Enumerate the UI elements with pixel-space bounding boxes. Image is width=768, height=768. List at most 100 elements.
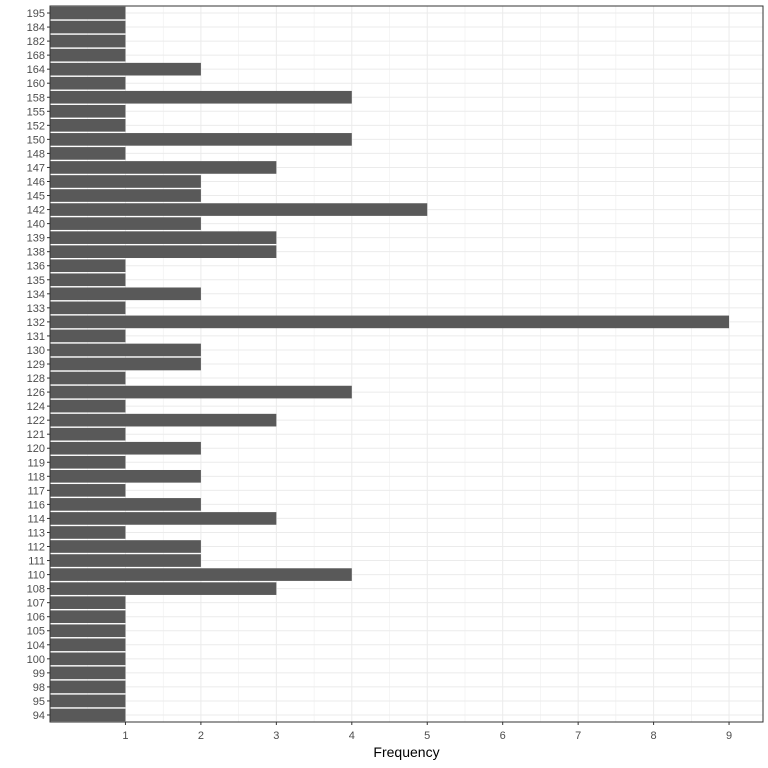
bar-107 xyxy=(50,596,126,609)
y-tick-label-128: 128 xyxy=(27,373,45,385)
x-tick-label-8: 8 xyxy=(651,730,657,742)
y-tick-label-108: 108 xyxy=(27,584,45,596)
bar-114 xyxy=(50,512,277,525)
bar-148 xyxy=(50,147,126,160)
y-tick-label-126: 126 xyxy=(27,387,45,399)
bar-112 xyxy=(50,540,201,553)
y-tick-label-113: 113 xyxy=(27,527,45,539)
y-tick-label-118: 118 xyxy=(27,471,45,483)
y-tick-label-119: 119 xyxy=(27,457,45,469)
y-tick-label-184: 184 xyxy=(27,22,45,34)
bar-105 xyxy=(50,624,126,638)
y-tick-label-146: 146 xyxy=(27,176,45,188)
bar-133 xyxy=(50,301,126,315)
y-tick-label-132: 132 xyxy=(27,317,45,329)
bar-195 xyxy=(50,6,126,20)
bar-132 xyxy=(50,315,730,329)
bar-104 xyxy=(50,638,126,652)
y-tick-label-122: 122 xyxy=(27,415,45,427)
bar-160 xyxy=(50,76,126,90)
y-tick-label-98: 98 xyxy=(33,682,45,694)
bar-119 xyxy=(50,455,126,469)
y-tick-label-114: 114 xyxy=(27,513,45,525)
y-tick-label-121: 121 xyxy=(27,429,45,441)
bar-129 xyxy=(50,357,201,371)
bar-138 xyxy=(50,245,277,259)
y-tick-label-142: 142 xyxy=(27,205,45,217)
y-tick-label-155: 155 xyxy=(27,106,45,118)
y-tick-label-148: 148 xyxy=(27,148,45,160)
bar-158 xyxy=(50,90,352,104)
bar-164 xyxy=(50,62,201,76)
x-tick-label-7: 7 xyxy=(575,730,581,742)
bar-152 xyxy=(50,119,126,132)
x-tick-label-1: 1 xyxy=(122,730,128,742)
y-tick-label-105: 105 xyxy=(27,626,45,638)
y-tick-label-111: 111 xyxy=(28,556,45,568)
bar-150 xyxy=(50,133,352,146)
bar-130 xyxy=(50,343,201,357)
y-tick-label-104: 104 xyxy=(27,640,45,652)
y-tick-label-182: 182 xyxy=(27,36,45,48)
y-tick-label-120: 120 xyxy=(27,443,45,455)
y-tick-labels: 94 95 98 99 100 104 105 106 107 108 110 111 112 113 11… xyxy=(27,8,50,722)
bars xyxy=(50,6,730,722)
y-tick-label-100: 100 xyxy=(27,654,45,666)
bar-116 xyxy=(50,498,201,511)
y-tick-label-134: 134 xyxy=(27,289,45,301)
x-tick-label-2: 2 xyxy=(198,730,204,742)
y-tick-label-99: 99 xyxy=(33,668,45,680)
y-tick-label-131: 131 xyxy=(27,331,45,343)
y-tick-label-95: 95 xyxy=(33,696,45,708)
bar-120 xyxy=(50,441,201,455)
y-tick-label-135: 135 xyxy=(27,275,45,287)
y-tick-label-106: 106 xyxy=(27,612,45,624)
bar-131 xyxy=(50,329,126,343)
y-tick-label-112: 112 xyxy=(27,542,45,554)
y-tick-label-116: 116 xyxy=(27,499,45,511)
bar-122 xyxy=(50,413,277,427)
y-tick-label-160: 160 xyxy=(27,78,45,90)
y-tick-label-168: 168 xyxy=(27,50,45,62)
bar-136 xyxy=(50,259,126,273)
y-tick-label-195: 195 xyxy=(27,8,45,20)
x-tick-label-5: 5 xyxy=(424,730,430,742)
bar-121 xyxy=(50,427,126,441)
bar-135 xyxy=(50,273,126,287)
x-tick-labels: 1 2 3 4 5 6 7 8 9 xyxy=(122,722,732,742)
y-tick-label-117: 117 xyxy=(27,485,45,497)
bar-98 xyxy=(50,680,126,694)
y-tick-label-140: 140 xyxy=(27,219,45,231)
bar-94 xyxy=(50,708,126,722)
x-tick-label-3: 3 xyxy=(273,730,279,742)
bar-140 xyxy=(50,217,201,230)
y-tick-label-107: 107 xyxy=(27,598,45,610)
bar-134 xyxy=(50,287,201,301)
panel-border xyxy=(49,5,764,723)
bar-113 xyxy=(50,526,126,539)
y-tick-label-158: 158 xyxy=(27,92,45,104)
bar-108 xyxy=(50,582,277,595)
bar-110 xyxy=(50,568,352,581)
y-tick-label-147: 147 xyxy=(27,162,45,174)
bar-142 xyxy=(50,203,428,216)
bar-111 xyxy=(50,554,201,567)
bar-139 xyxy=(50,231,277,244)
bar-147 xyxy=(50,161,277,174)
bar-95 xyxy=(50,694,126,708)
y-tick-label-124: 124 xyxy=(27,401,45,413)
bar-106 xyxy=(50,610,126,624)
bar-155 xyxy=(50,104,126,118)
bar-145 xyxy=(50,189,201,202)
bar-182 xyxy=(50,34,126,48)
bar-128 xyxy=(50,371,126,385)
x-tick-label-6: 6 xyxy=(500,730,506,742)
x-tick-label-9: 9 xyxy=(726,730,732,742)
bar-146 xyxy=(50,175,201,188)
bar-126 xyxy=(50,385,352,399)
y-tick-label-150: 150 xyxy=(27,134,45,146)
y-tick-label-130: 130 xyxy=(27,345,45,357)
y-tick-label-94: 94 xyxy=(33,710,45,722)
x-tick-label-4: 4 xyxy=(349,730,355,742)
